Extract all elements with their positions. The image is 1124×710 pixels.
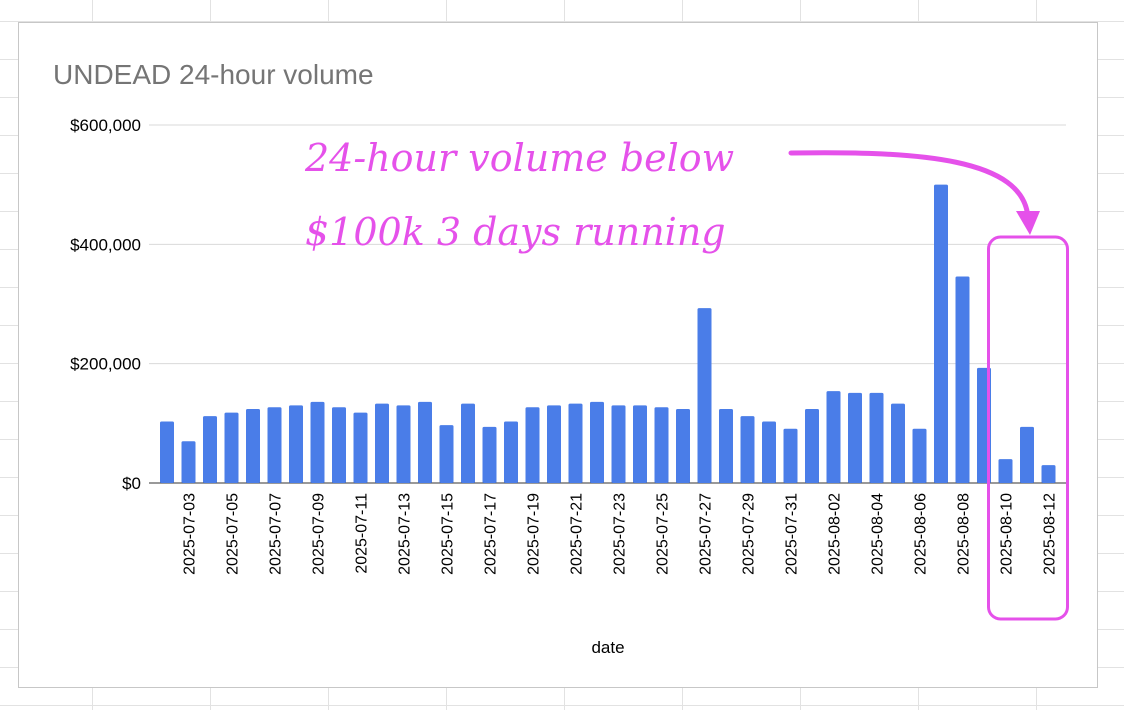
x-tick-label: 2025-08-08 xyxy=(956,493,973,575)
annotation: 24-hour volume below $100k 3 days running xyxy=(304,136,1069,621)
bar xyxy=(1020,426,1034,483)
bar xyxy=(439,425,454,483)
bar xyxy=(826,391,841,483)
bar xyxy=(955,276,970,483)
x-axis-ticks: 2025-07-03 2025-07-05 2025-07-07 2025-07-09… xyxy=(182,493,1059,575)
bar xyxy=(719,409,733,483)
bar xyxy=(181,441,196,483)
bar xyxy=(224,412,239,483)
bar xyxy=(353,412,368,483)
x-tick-label: 2025-08-04 xyxy=(870,493,887,575)
bar xyxy=(160,421,174,483)
arrow-head-icon xyxy=(1016,211,1040,235)
bar xyxy=(934,184,948,483)
bar xyxy=(891,403,905,483)
bar xyxy=(740,416,755,483)
bar xyxy=(246,409,260,483)
volume-bar-chart: UNDEAD 24-hour volume $0 $200,000 $400,000… xyxy=(53,59,1069,657)
y-axis-ticks: $0 $200,000 $400,000 $600,000 xyxy=(70,116,141,493)
x-tick-label: 2025-07-31 xyxy=(784,493,801,575)
x-tick-label: 2025-07-13 xyxy=(397,493,414,575)
x-tick-label: 2025-07-29 xyxy=(741,493,758,575)
bar xyxy=(332,407,346,483)
x-tick-label: 2025-08-02 xyxy=(827,493,844,575)
annotation-text: $100k 3 days running xyxy=(305,210,726,254)
bar xyxy=(396,405,411,483)
y-tick-label: $0 xyxy=(122,474,141,493)
bar xyxy=(267,407,282,483)
annotation-text: 24-hour volume below xyxy=(304,136,734,180)
bar xyxy=(697,308,712,483)
bar xyxy=(203,416,217,483)
x-axis-label: date xyxy=(591,638,624,657)
bar xyxy=(590,401,604,483)
bar xyxy=(912,428,927,483)
bar xyxy=(762,421,776,483)
bar xyxy=(418,401,432,483)
bar xyxy=(504,421,518,483)
bar xyxy=(848,392,862,483)
x-tick-label: 2025-07-21 xyxy=(569,493,586,575)
bar xyxy=(568,403,583,483)
x-tick-label: 2025-08-06 xyxy=(913,493,930,575)
y-tick-label: $600,000 xyxy=(70,116,141,135)
x-tick-label: 2025-07-27 xyxy=(698,493,715,575)
bar xyxy=(869,392,884,483)
bar xyxy=(998,459,1013,483)
bar xyxy=(633,405,647,483)
bar xyxy=(654,407,669,483)
bar xyxy=(461,403,475,483)
chart-card: UNDEAD 24-hour volume $0 $200,000 $400,000… xyxy=(18,22,1098,688)
x-tick-label: 2025-07-17 xyxy=(483,493,500,575)
highlight-box xyxy=(987,235,1069,621)
y-tick-label: $200,000 xyxy=(70,355,141,374)
x-tick-label: 2025-07-19 xyxy=(526,493,543,575)
bar xyxy=(482,426,497,483)
bar xyxy=(375,403,389,483)
y-tick-label: $400,000 xyxy=(70,235,141,254)
bar xyxy=(805,409,819,483)
bar xyxy=(289,405,303,483)
annotation-arrow xyxy=(788,150,1031,221)
bar xyxy=(676,409,690,483)
x-tick-label: 2025-07-03 xyxy=(182,493,199,575)
x-tick-label: 2025-07-09 xyxy=(311,493,328,575)
x-tick-label: 2025-07-05 xyxy=(225,493,242,575)
x-tick-label: 2025-07-25 xyxy=(655,493,672,575)
gridlines xyxy=(149,124,1066,484)
bar xyxy=(611,405,626,483)
x-tick-label: 2025-08-12 xyxy=(1042,493,1059,575)
bar xyxy=(525,407,540,483)
bar xyxy=(310,401,325,483)
x-tick-label: 2025-07-11 xyxy=(354,493,371,574)
bar xyxy=(547,405,561,483)
x-tick-label: 2025-07-07 xyxy=(268,493,285,575)
x-tick-label: 2025-07-23 xyxy=(612,493,629,575)
chart-title: UNDEAD 24-hour volume xyxy=(53,59,374,90)
bars xyxy=(160,184,1056,483)
bar xyxy=(783,428,798,483)
bar xyxy=(1041,465,1056,483)
x-tick-label: 2025-07-15 xyxy=(440,493,457,575)
x-tick-label: 2025-08-10 xyxy=(999,493,1016,575)
